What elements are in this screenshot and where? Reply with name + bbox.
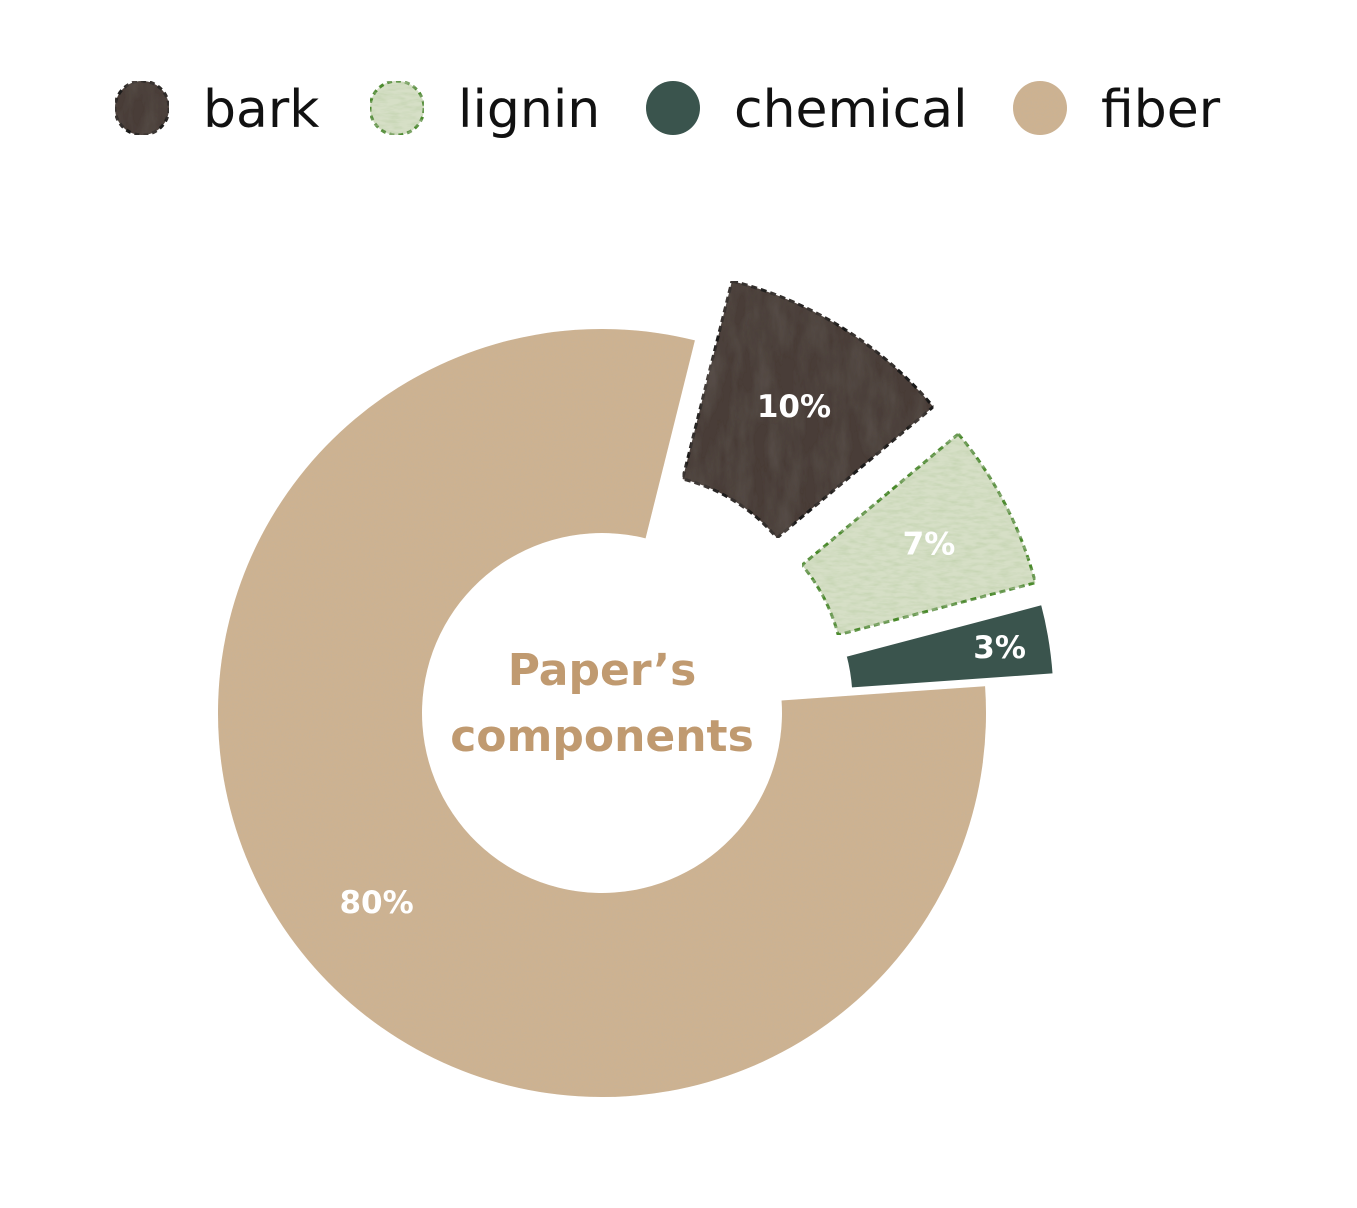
slice-label-bark: 10%	[757, 389, 831, 425]
legend-swatch-fiber	[1013, 81, 1067, 135]
slice-labels: 10% 7% 3% 80%	[339, 389, 1025, 921]
center-title-line-1: Paper’s	[508, 645, 697, 696]
legend-label-fiber: fiber	[1101, 80, 1221, 140]
legend-label-lignin: lignin	[458, 80, 600, 140]
legend-swatch-lignin	[368, 79, 426, 137]
slice-label-lignin: 7%	[903, 526, 956, 562]
slices	[218, 279, 1056, 1098]
slice-label-chemical: 3%	[973, 630, 1026, 666]
legend-swatch-bark	[113, 79, 171, 137]
slice-lignin	[799, 431, 1038, 637]
legend-swatch-chemical	[646, 81, 700, 135]
slice-bark	[680, 279, 936, 541]
slice-label-fiber: 80%	[339, 885, 413, 921]
center-title-line-2: components	[450, 711, 754, 762]
legend-label-chemical: chemical	[734, 80, 968, 140]
legend-label-bark: bark	[203, 80, 319, 140]
slice-fiber	[218, 329, 986, 1098]
legend: bark lignin chemical fiber	[113, 79, 1221, 140]
slice-chemical	[843, 601, 1056, 691]
